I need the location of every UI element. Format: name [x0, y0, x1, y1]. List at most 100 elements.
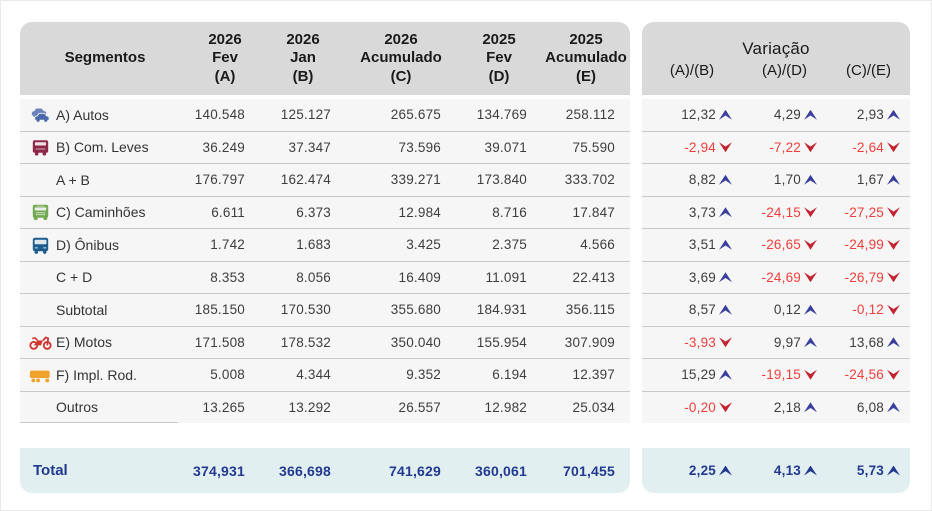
segment-label-cell: A + B	[20, 172, 190, 188]
value-cell: 134.769	[476, 107, 527, 123]
value-cell: 3.425	[406, 237, 441, 253]
segment-label-cell: F) Impl. Rod.	[20, 365, 190, 385]
variation-column-header: (C)/(E)	[846, 61, 891, 79]
variation-cell: 4,13	[742, 463, 827, 478]
variation-cell: 4,29	[742, 107, 827, 122]
up-arrow-icon	[719, 239, 732, 250]
value-cell: 155.954	[476, 334, 527, 350]
down-arrow-icon	[804, 239, 817, 250]
variation-cell: -0,20	[642, 400, 742, 415]
value-cell: 184.931	[476, 302, 527, 318]
column-period: Jan	[290, 49, 316, 67]
variation-column-header: (A)/(D)	[762, 61, 807, 79]
segment-label-cell: C) Caminhões	[20, 202, 190, 222]
up-arrow-icon	[804, 465, 817, 476]
down-arrow-icon	[719, 337, 732, 348]
segment-label: Subtotal	[56, 301, 108, 318]
variation-row: 8,57 0,12 -0,12	[642, 294, 910, 327]
segments-column-header: Segmentos	[64, 49, 146, 67]
segment-label: C) Caminhões	[56, 204, 146, 221]
variation-cell: -26,79	[827, 270, 910, 285]
value-cell: 171.508	[194, 334, 245, 350]
table-row: E) Motos 171.508 178.532 350.040 155.954 307.…	[20, 326, 630, 359]
down-arrow-icon	[719, 142, 732, 153]
value-cell: 75.590	[572, 139, 615, 155]
up-arrow-icon	[719, 207, 732, 218]
up-arrow-icon	[719, 174, 732, 185]
total-value-cell: 366,698	[278, 462, 331, 479]
segment-label: C + D	[56, 269, 93, 286]
variation-rows: 12,32 4,29 2,93 -2,94 -7,22 -2,64 8,82 1,70 1,67…	[642, 99, 910, 423]
column-letter: (C)	[390, 67, 412, 85]
value-cell: 13.265	[202, 399, 245, 415]
segment-label: D) Ônibus	[56, 236, 120, 253]
variation-cell: 9,97	[742, 335, 827, 350]
variation-cell: 0,12	[742, 302, 827, 317]
down-arrow-icon	[887, 142, 900, 153]
value-cell: 16.409	[398, 269, 441, 285]
segment-label-cell: A) Autos	[20, 105, 190, 125]
variation-cell: -24,15	[742, 205, 827, 220]
up-arrow-icon	[887, 402, 900, 413]
value-cell: 5.008	[210, 367, 245, 383]
down-arrow-icon	[804, 369, 817, 380]
up-arrow-icon	[887, 465, 900, 476]
up-arrow-icon	[719, 109, 732, 120]
value-column-header: 2026 Fev (A)	[190, 31, 260, 86]
variation-cell: 3,51	[642, 237, 742, 252]
variation-cell: 5,73	[827, 463, 910, 478]
variation-cell: 8,57	[642, 302, 742, 317]
up-arrow-icon	[804, 304, 817, 315]
down-arrow-icon	[719, 402, 732, 413]
value-cell: 350.040	[390, 334, 441, 350]
variation-column-header: (A)/(B)	[669, 61, 715, 79]
value-cell: 73.596	[398, 139, 441, 155]
segment-label-cell: B) Com. Leves	[20, 137, 190, 157]
value-cell: 25.034	[572, 399, 615, 415]
column-period: Acumulado	[545, 49, 627, 67]
variation-cell: 1,67	[827, 172, 910, 187]
value-cell: 258.112	[565, 107, 615, 123]
variation-cell: 2,25	[642, 463, 742, 478]
onibus-icon	[28, 235, 53, 255]
variation-row: 3,73 -24,15 -27,25	[642, 196, 910, 229]
segment-label-cell: Subtotal	[20, 302, 190, 318]
variation-cell: -2,94	[642, 140, 742, 155]
segment-label-cell: E) Motos	[20, 332, 190, 352]
value-cell: 39.071	[484, 139, 527, 155]
variation-cell: -26,65	[742, 237, 827, 252]
variation-panel: Variação (A)/(B) (A)/(D) (C)/(E) 12,32 4,29…	[642, 22, 910, 493]
value-cell: 26.557	[398, 399, 441, 415]
down-arrow-icon	[887, 239, 900, 250]
segment-label: Outros	[56, 399, 99, 416]
value-cell: 4.566	[580, 237, 615, 253]
value-cell: 6.373	[296, 204, 331, 220]
up-arrow-icon	[887, 174, 900, 185]
variation-cell: 6,08	[827, 400, 910, 415]
up-arrow-icon	[804, 402, 817, 413]
value-cell: 1.742	[210, 237, 245, 253]
variation-cell: 12,32	[642, 107, 742, 122]
column-period: Fev	[486, 49, 512, 67]
column-year: 2026	[384, 31, 418, 49]
segment-label: F) Impl. Rod.	[56, 366, 137, 383]
table-row: A + B 176.797 162.474 339.271 173.840 333.702	[20, 164, 630, 197]
down-arrow-icon	[887, 304, 900, 315]
spacer	[20, 423, 630, 448]
value-cell: 307.909	[564, 334, 615, 350]
value-column-header: 2026 Jan (B)	[260, 31, 346, 86]
value-column-header: 2025 Fev (D)	[456, 31, 542, 86]
up-arrow-icon	[719, 369, 732, 380]
value-cell: 11.091	[485, 269, 527, 285]
variation-cell: -24,69	[742, 270, 827, 285]
variation-cell: 3,69	[642, 270, 742, 285]
table-row: F) Impl. Rod. 5.008 4.344 9.352 6.194 12.397	[20, 359, 630, 392]
up-arrow-icon	[804, 337, 817, 348]
up-arrow-icon	[804, 109, 817, 120]
variation-row: -2,94 -7,22 -2,64	[642, 131, 910, 164]
value-cell: 355.680	[390, 302, 441, 318]
value-cell: 333.702	[564, 172, 615, 188]
column-letter: (D)	[488, 67, 510, 85]
table-row: A) Autos 140.548 125.127 265.675 134.769 258.…	[20, 99, 630, 132]
table-row: C + D 8.353 8.056 16.409 11.091 22.413	[20, 261, 630, 294]
